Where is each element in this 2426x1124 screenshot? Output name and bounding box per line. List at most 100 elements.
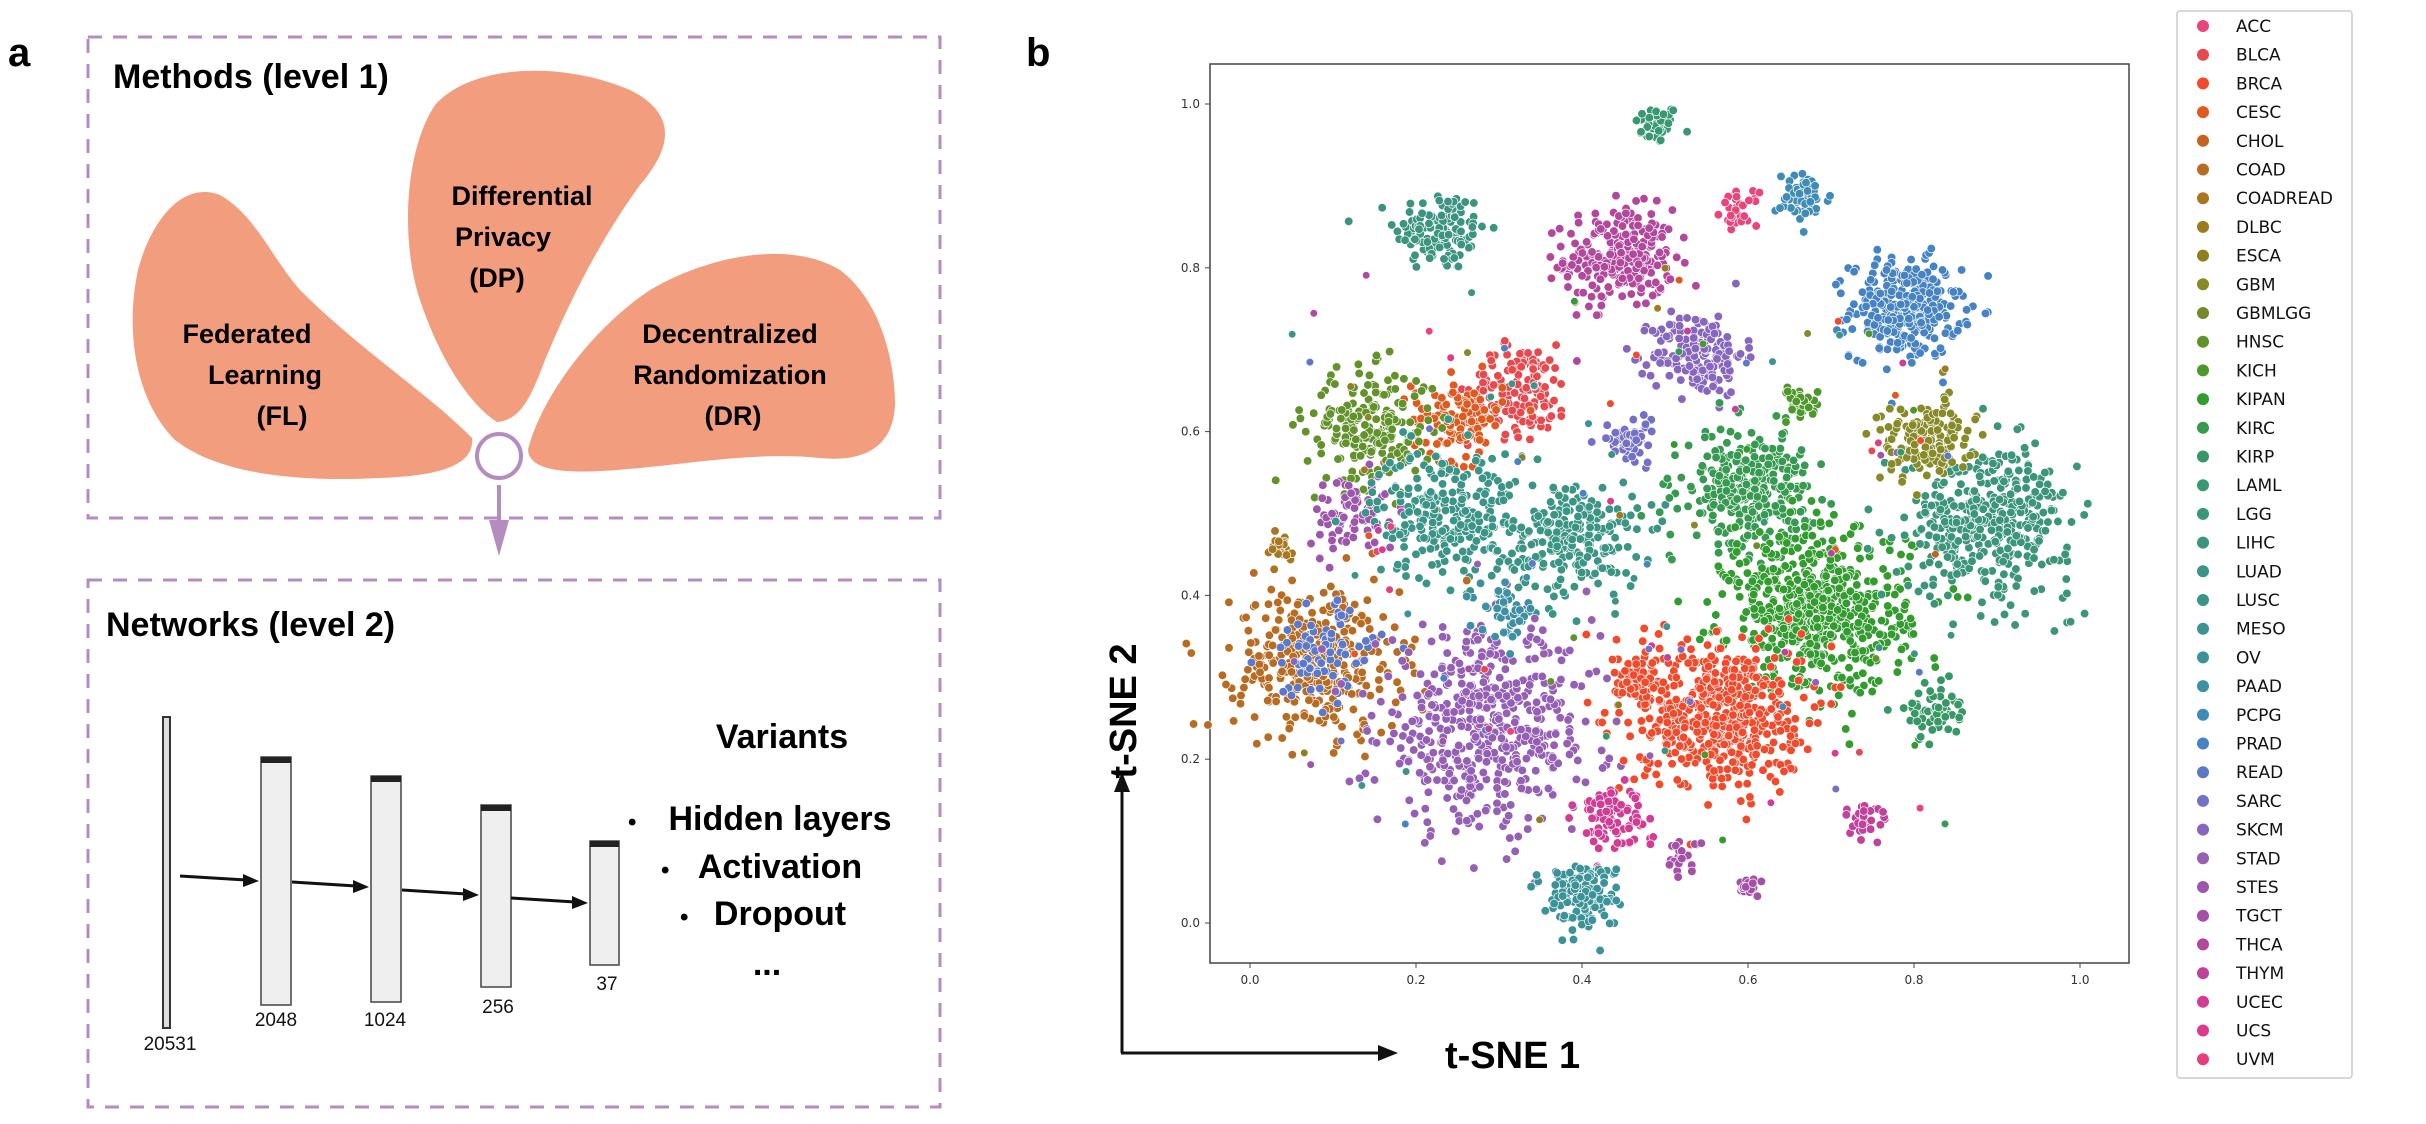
data-point (1861, 429, 1871, 439)
data-point (1526, 539, 1537, 550)
data-point (1516, 776, 1526, 786)
data-point (1380, 435, 1390, 445)
data-point (1372, 814, 1383, 824)
cluster-prad (1831, 243, 1993, 409)
data-point (1597, 563, 1608, 573)
data-point (1453, 261, 1464, 272)
data-point (1800, 522, 1810, 532)
petal-differential-privacy (408, 70, 665, 422)
data-point (1540, 363, 1550, 373)
data-point (1732, 494, 1742, 504)
data-point (1747, 507, 1758, 517)
data-point (1375, 664, 1385, 674)
data-point (1480, 489, 1490, 499)
data-point (1657, 232, 1667, 242)
data-point (1500, 680, 1511, 690)
data-point (1552, 527, 1562, 537)
data-point (1410, 234, 1420, 244)
data-point (1512, 757, 1522, 767)
data-point (1953, 592, 1963, 602)
data-point (1486, 694, 1496, 705)
data-point (1841, 598, 1852, 608)
data-point (1510, 388, 1520, 398)
data-point (1739, 211, 1749, 221)
data-point (1937, 542, 1947, 552)
data-point (1426, 636, 1437, 647)
data-point (1224, 643, 1234, 653)
data-point (1355, 451, 1366, 461)
data-point (1746, 428, 1757, 438)
data-point (1875, 288, 1885, 299)
data-point (1875, 472, 1885, 483)
data-point (1240, 674, 1250, 684)
data-point (1741, 607, 1751, 617)
data-point (1632, 503, 1642, 513)
data-point (1750, 439, 1760, 450)
data-point (1951, 727, 1961, 737)
data-point (1410, 465, 1420, 476)
level1-box (86, 35, 942, 520)
data-point (1732, 539, 1742, 549)
data-point (1961, 305, 1972, 315)
data-point (1841, 724, 1851, 734)
data-point (1466, 416, 1477, 427)
data-point (1555, 224, 1565, 234)
data-point (1843, 351, 1854, 361)
data-point (1664, 371, 1675, 381)
data-point (1609, 589, 1619, 600)
data-point (1980, 308, 1991, 319)
data-point (1507, 632, 1518, 642)
data-point (1487, 521, 1498, 532)
data-point (1312, 668, 1322, 679)
data-point (1437, 856, 1447, 866)
data-point (1995, 515, 2005, 525)
data-point (1319, 588, 1329, 598)
data-point (1722, 359, 1733, 369)
data-point (1473, 635, 1483, 645)
data-point (1812, 539, 1823, 549)
data-point (1246, 638, 1256, 648)
data-point (1306, 685, 1316, 695)
data-point (2029, 472, 2039, 482)
data-point (1775, 443, 1786, 454)
data-point (1741, 455, 1751, 465)
data-point (2006, 450, 2017, 460)
data-point (1632, 524, 1642, 534)
data-point (1492, 546, 1503, 556)
data-point (1908, 420, 1918, 430)
data-point (1628, 249, 1638, 259)
data-point (1562, 272, 1573, 282)
data-point (1783, 614, 1794, 624)
data-point (1500, 449, 1510, 459)
data-point (1532, 454, 1543, 464)
data-point (1978, 452, 1988, 462)
petal-labels: Federated Learning (FL) Differential Pri… (182, 181, 826, 431)
data-point (1646, 500, 1657, 510)
bullet: • (628, 809, 636, 836)
data-point (1562, 738, 1572, 749)
data-point (1741, 479, 1752, 490)
data-point (1692, 530, 1702, 540)
data-point (1264, 650, 1274, 660)
data-point (1713, 527, 1724, 537)
data-point (1999, 609, 2010, 620)
data-point (1976, 611, 1986, 621)
data-point (1519, 393, 1530, 404)
data-point (1273, 597, 1283, 608)
data-point (1339, 512, 1349, 522)
data-point (1963, 592, 1973, 603)
data-point (1325, 409, 1336, 419)
data-point (1498, 597, 1509, 607)
data-point (1301, 598, 1311, 609)
data-point (1470, 402, 1480, 413)
data-point (1492, 603, 1502, 614)
data-point (1988, 458, 1998, 469)
data-point (1516, 724, 1526, 735)
data-point (1919, 580, 1930, 591)
data-point (1940, 328, 1951, 338)
data-point (1930, 662, 1940, 672)
data-point (1344, 776, 1355, 787)
data-point (1667, 554, 1677, 565)
data-point (1330, 379, 1340, 389)
data-point (1424, 218, 1434, 229)
